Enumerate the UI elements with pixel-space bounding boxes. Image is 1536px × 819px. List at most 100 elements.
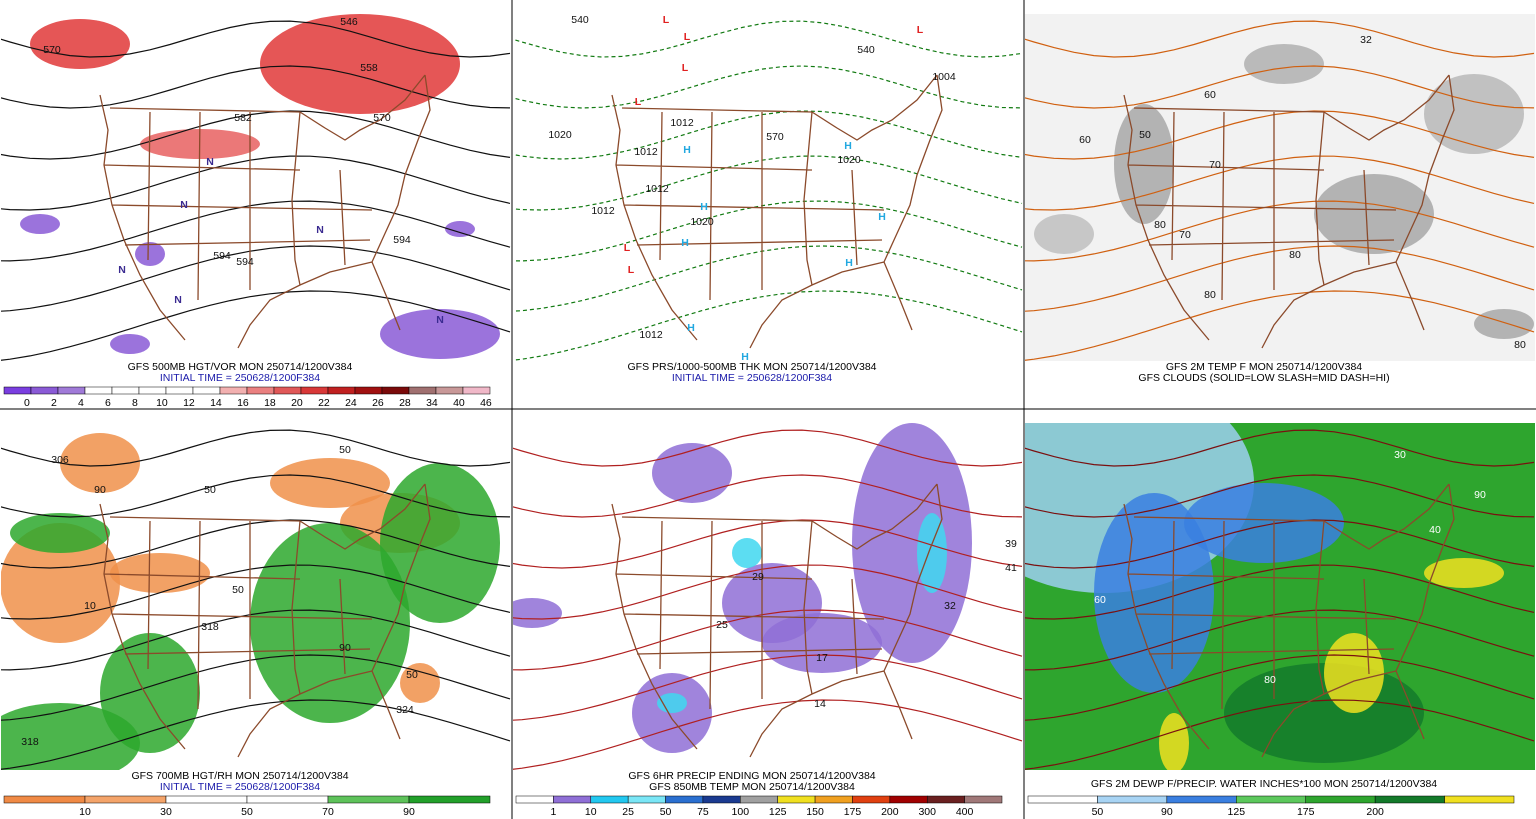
colorbar-label: 125 <box>1228 806 1246 818</box>
contour-label: 318 <box>201 621 219 633</box>
panel: 30 40 60 80 90 GFS 2M DEWP F/PRECIP. WATER IN… <box>1025 423 1535 818</box>
contour <box>1 20 511 58</box>
shaded-area <box>260 14 460 114</box>
pressure-symbol: L <box>917 24 924 36</box>
contour <box>1 290 511 361</box>
contour-label: 90 <box>339 642 351 654</box>
contour-label: 50 <box>204 484 216 496</box>
colorbar-label: 0 <box>24 397 30 409</box>
map: 60 70 80 80 80 32 50 60 70 80 <box>1025 14 1535 361</box>
colorbar-box <box>192 386 221 395</box>
map: 30 40 60 80 90 <box>1025 423 1535 770</box>
shaded-area <box>10 513 110 553</box>
colorbar-label: 25 <box>622 806 634 818</box>
caption: INITIAL TIME = 250628/1200F384 <box>672 372 832 384</box>
contour <box>1 699 511 770</box>
caption: GFS 700MB HGT/RH MON 250714/1200V384 <box>131 770 348 782</box>
contour-label: 582 <box>234 112 252 124</box>
contour-label: 41 <box>1005 562 1017 574</box>
colorbar-label: 75 <box>697 806 709 818</box>
caption: GFS CLOUDS (SOLID=LOW SLASH=MID DASH=HI) <box>1138 372 1389 384</box>
contour-label: 60 <box>1079 134 1091 146</box>
shaded-area <box>1244 44 1324 84</box>
contour-label: 540 <box>857 44 875 56</box>
pressure-symbol: N <box>436 314 444 326</box>
contour-label: 39 <box>1005 538 1017 550</box>
colorbar-label: 70 <box>322 806 334 818</box>
pressure-symbol: L <box>635 96 642 108</box>
colorbar-box <box>852 795 891 804</box>
contour-label: 1012 <box>639 329 663 341</box>
map: 306 90 50 50 10 50 318 90 50 324 318 <box>1 423 511 770</box>
colorbar-box <box>462 386 491 395</box>
map: 29 25 17 41 39 32 14 <box>513 423 1023 770</box>
colorbar-label: 8 <box>132 397 138 409</box>
contour-label: 1020 <box>837 154 861 166</box>
map: 570 546 558 582 570 594 594 594 N N N N N N <box>1 14 511 361</box>
colorbar-box <box>515 795 554 804</box>
colorbar-box <box>300 386 329 395</box>
colorbar-box <box>964 795 1003 804</box>
shaded-area <box>110 334 150 354</box>
shaded-area <box>135 242 165 266</box>
caption: GFS 2M TEMP F MON 250714/1200V384 <box>1166 361 1362 373</box>
colorbar-box <box>1444 795 1515 804</box>
caption: INITIAL TIME = 250628/1200F384 <box>160 781 320 793</box>
pressure-symbol: H <box>683 144 691 156</box>
contour-label: 80 <box>1514 339 1526 351</box>
colorbar-box <box>354 386 383 395</box>
contour-label: 1012 <box>670 117 694 129</box>
panel: 60 70 80 80 80 32 50 60 70 80 GFS 2M TEMP F MON 25… <box>1025 14 1535 384</box>
shaded-area <box>400 663 440 703</box>
contour-label: 70 <box>1179 229 1191 241</box>
caption: INITIAL TIME = 250628/1200F384 <box>160 372 320 384</box>
contour <box>1025 290 1535 361</box>
contour-label: 60 <box>1094 594 1106 606</box>
pressure-symbol: N <box>118 264 126 276</box>
colorbar-label: 400 <box>956 806 974 818</box>
colorbar-box <box>889 795 928 804</box>
colorbar-box <box>165 795 248 804</box>
pressure-symbol: H <box>681 237 689 249</box>
colorbar-label: 125 <box>769 806 787 818</box>
colorbar-box <box>627 795 666 804</box>
contour <box>513 65 1023 109</box>
colorbar-label: 90 <box>403 806 415 818</box>
colorbar-box <box>3 386 32 395</box>
contour <box>1025 699 1535 770</box>
colorbar-label: 10 <box>156 397 168 409</box>
pressure-symbol: H <box>878 211 886 223</box>
colorbar-box <box>84 795 167 804</box>
colorbar-box <box>1097 795 1168 804</box>
contour-label: 25 <box>716 619 728 631</box>
colorbar-label: 6 <box>105 397 111 409</box>
colorbar-box <box>327 795 410 804</box>
pressure-symbol: N <box>174 294 182 306</box>
colorbar-box <box>111 386 140 395</box>
contour-label: 60 <box>1204 89 1216 101</box>
pressure-symbol: H <box>844 140 852 152</box>
colorbar-box <box>327 386 356 395</box>
colorbar-box <box>777 795 816 804</box>
colorbar-box <box>926 795 965 804</box>
colorbar-label: 24 <box>345 397 357 409</box>
shaded-area <box>1 523 120 643</box>
colorbar-box <box>3 795 86 804</box>
contour-label: 90 <box>1474 489 1486 501</box>
colorbar-box <box>246 386 275 395</box>
shaded-area <box>1034 214 1094 254</box>
colorbar-label: 12 <box>183 397 195 409</box>
caption: GFS 500MB HGT/VOR MON 250714/1200V384 <box>128 361 353 373</box>
shaded-area <box>917 513 947 593</box>
colorbar-label: 175 <box>1297 806 1315 818</box>
pressure-symbol: H <box>741 351 749 363</box>
contour-label: 50 <box>232 584 244 596</box>
pressure-symbol: H <box>687 322 695 334</box>
contour-label: 50 <box>1139 129 1151 141</box>
shaded-area <box>1324 633 1384 713</box>
contour-label: 306 <box>51 454 69 466</box>
shaded-area <box>60 433 140 493</box>
contour-label: 594 <box>236 256 254 268</box>
colorbar-label: 50 <box>241 806 253 818</box>
panel: 306 90 50 50 10 50 318 90 50 324 318 GFS 700MB HGT/… <box>1 423 511 818</box>
